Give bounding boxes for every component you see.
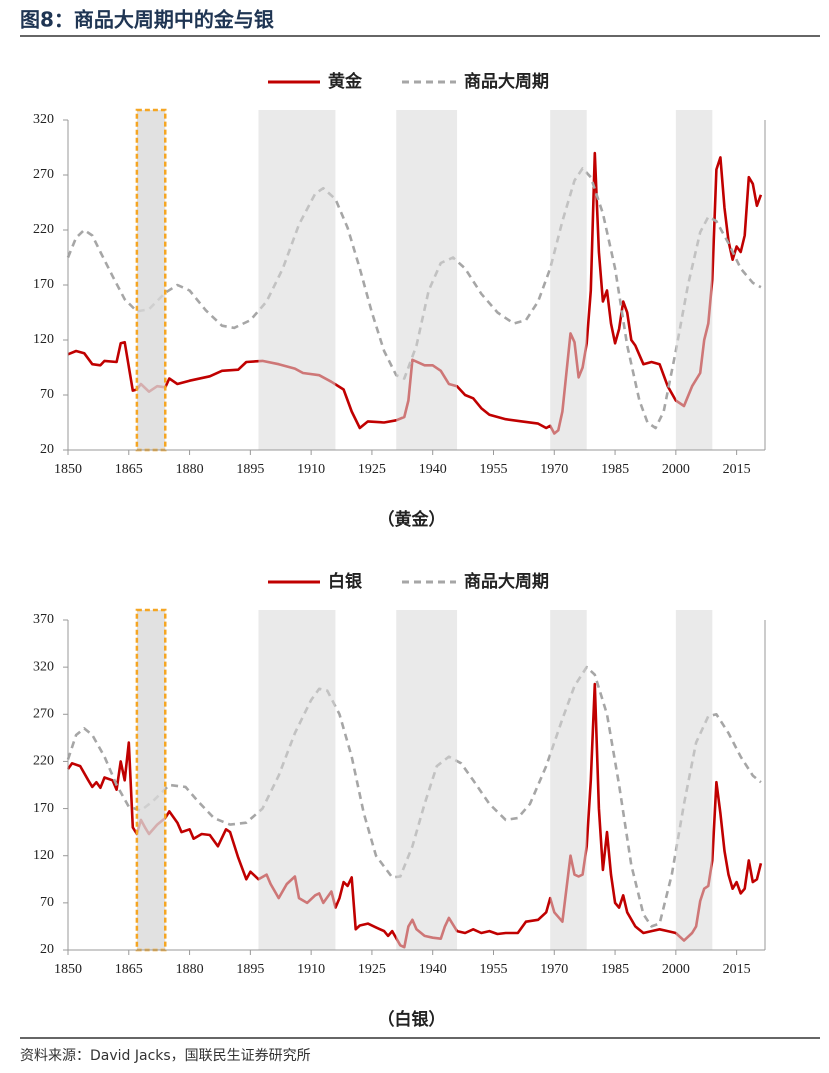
- shaded-period: [258, 610, 336, 950]
- y-tick-label: 70: [40, 895, 54, 910]
- shaded-period: [258, 110, 336, 450]
- y-tick-label: 270: [33, 167, 54, 182]
- x-tick-label: 2000: [662, 962, 690, 977]
- x-tick-label: 2000: [662, 462, 690, 477]
- y-tick-label: 20: [40, 942, 54, 957]
- y-tick-label: 120: [33, 332, 54, 347]
- x-tick-label: 1850: [54, 962, 82, 977]
- y-tick-label: 320: [33, 659, 54, 674]
- y-tick-label: 170: [33, 277, 54, 292]
- y-tick-label: 120: [33, 848, 54, 863]
- x-tick-label: 1895: [236, 462, 264, 477]
- chart-caption: （白银）: [378, 1009, 446, 1030]
- x-tick-label: 1940: [419, 462, 447, 477]
- x-tick-label: 1910: [297, 962, 325, 977]
- x-tick-label: 1925: [358, 462, 386, 477]
- shaded-period: [675, 110, 713, 450]
- shaded-period: [396, 110, 458, 450]
- y-tick-label: 370: [33, 612, 54, 627]
- x-tick-label: 1865: [115, 962, 143, 977]
- y-tick-label: 70: [40, 387, 54, 402]
- x-tick-label: 1985: [601, 962, 629, 977]
- x-tick-label: 1970: [540, 462, 568, 477]
- x-tick-label: 1880: [176, 462, 204, 477]
- y-tick-label: 170: [33, 801, 54, 816]
- x-tick-label: 1955: [479, 962, 507, 977]
- chart-caption: （黄金）: [378, 509, 446, 530]
- x-tick-label: 1895: [236, 962, 264, 977]
- x-tick-label: 1880: [176, 962, 204, 977]
- y-tick-label: 20: [40, 442, 54, 457]
- legend-label: 商品大周期: [464, 571, 549, 592]
- shaded-period: [675, 610, 713, 950]
- shaded-period: [396, 610, 458, 950]
- x-tick-label: 1985: [601, 462, 629, 477]
- page-title: 图8：商品大周期中的金与银: [20, 8, 275, 32]
- y-tick-label: 220: [33, 754, 54, 769]
- x-tick-label: 1850: [54, 462, 82, 477]
- x-tick-label: 1970: [540, 962, 568, 977]
- legend-label: 商品大周期: [464, 71, 549, 92]
- x-tick-label: 2015: [723, 462, 751, 477]
- x-tick-label: 1910: [297, 462, 325, 477]
- y-tick-label: 270: [33, 707, 54, 722]
- highlight-period: [135, 608, 167, 952]
- x-tick-label: 1925: [358, 962, 386, 977]
- x-tick-label: 2015: [723, 962, 751, 977]
- y-tick-label: 320: [33, 112, 54, 127]
- shaded-period: [550, 610, 587, 950]
- y-tick-label: 220: [33, 222, 54, 237]
- legend-label: 白银: [328, 571, 363, 592]
- x-tick-label: 1940: [419, 962, 447, 977]
- x-tick-label: 1955: [479, 462, 507, 477]
- x-tick-label: 1865: [115, 462, 143, 477]
- series-line: [66, 665, 762, 928]
- highlight-period: [135, 108, 167, 452]
- legend-label: 黄金: [328, 71, 363, 92]
- shaded-period: [550, 110, 587, 450]
- source-note: 资料来源：David Jacks，国联民生证券研究所: [20, 1048, 311, 1064]
